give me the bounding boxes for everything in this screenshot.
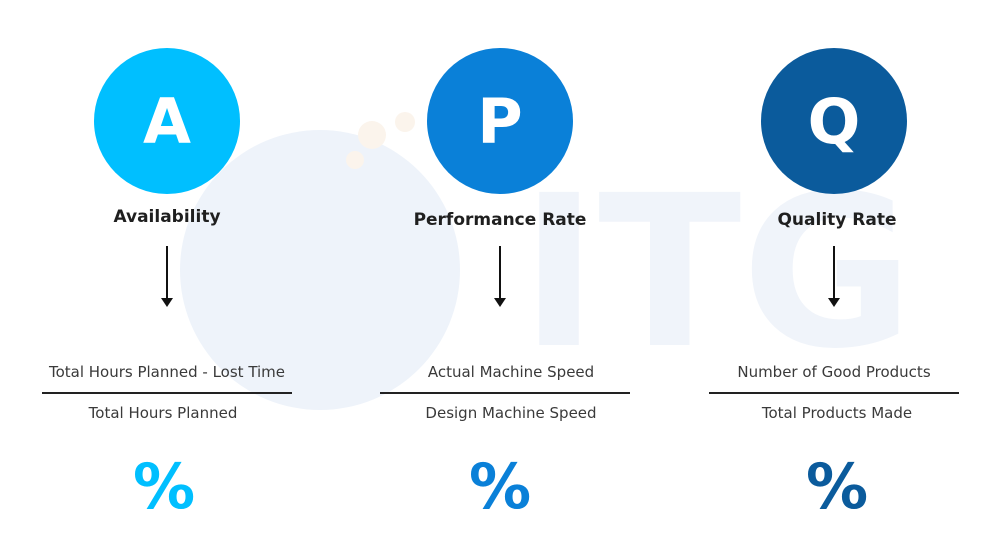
performance-numerator: Actual Machine Speed xyxy=(427,363,595,381)
performance-title: Performance Rate xyxy=(413,210,587,230)
availability-circle: A xyxy=(94,48,240,194)
quality-circle: Q xyxy=(761,48,907,194)
availability-column: A Availability Total Hours Planned - Los… xyxy=(0,0,333,549)
quality-denominator: Total Products Made xyxy=(761,404,913,422)
performance-percent: % xyxy=(468,450,532,523)
quality-fraction-line xyxy=(709,392,959,394)
availability-percent: % xyxy=(132,450,196,523)
quality-title: Quality Rate xyxy=(777,210,897,230)
availability-arrow xyxy=(161,246,173,307)
availability-numerator: Total Hours Planned - Lost Time xyxy=(48,363,286,381)
availability-fraction-line xyxy=(42,392,292,394)
performance-fraction-line xyxy=(380,392,630,394)
quality-numerator: Number of Good Products xyxy=(737,363,931,381)
performance-column: P Performance Rate Actual Machine Speed … xyxy=(333,0,667,549)
quality-arrow xyxy=(828,246,840,307)
performance-denominator: Design Machine Speed xyxy=(425,404,597,422)
availability-title: Availability xyxy=(113,207,221,227)
quality-percent: % xyxy=(805,450,869,523)
performance-letter: P xyxy=(477,84,523,158)
quality-column: Q Quality Rate Number of Good Products T… xyxy=(667,0,1000,549)
performance-arrow xyxy=(494,246,506,307)
performance-circle: P xyxy=(427,48,573,194)
availability-letter: A xyxy=(143,84,191,158)
availability-denominator: Total Hours Planned xyxy=(88,404,238,422)
quality-letter: Q xyxy=(807,84,861,158)
